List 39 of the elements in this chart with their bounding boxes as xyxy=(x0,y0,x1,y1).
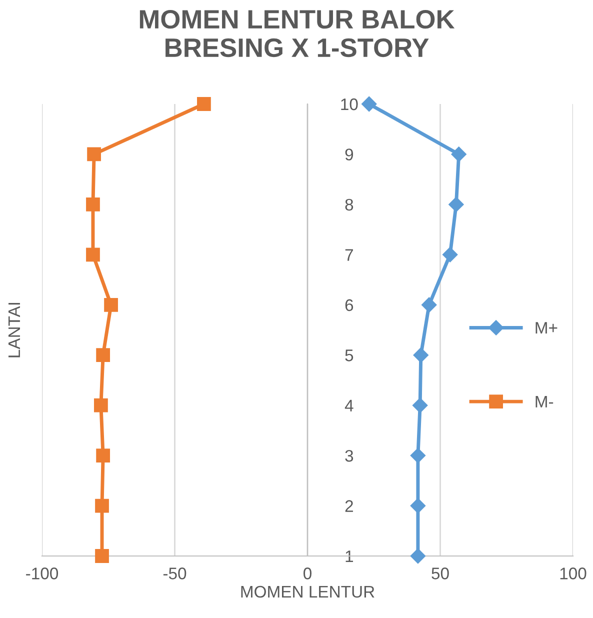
point xyxy=(410,498,426,514)
y-tick-label: 6 xyxy=(345,299,354,312)
x-tick-label: -100 xyxy=(26,568,58,580)
point xyxy=(410,548,426,564)
y-tick-label: 3 xyxy=(345,450,354,462)
point xyxy=(94,398,108,412)
y-tick-label: 8 xyxy=(345,198,354,211)
point xyxy=(442,247,458,262)
point xyxy=(86,198,100,212)
point xyxy=(362,96,377,112)
point xyxy=(422,297,437,312)
y-axis-title: LANTAI xyxy=(8,302,20,358)
point xyxy=(95,498,109,513)
point xyxy=(451,146,466,162)
point xyxy=(86,248,100,262)
point xyxy=(96,448,110,462)
point xyxy=(95,549,109,563)
point xyxy=(96,348,110,362)
y-tick-label: 7 xyxy=(345,249,353,261)
point xyxy=(410,448,426,464)
x-tick-label: -50 xyxy=(163,568,186,580)
legend-label: M+ xyxy=(536,322,558,334)
y-tick-label: 9 xyxy=(345,148,354,160)
legend-label: M- xyxy=(536,396,554,408)
point xyxy=(413,348,428,363)
point xyxy=(448,196,464,212)
y-tick-label: 5 xyxy=(345,350,354,362)
x-axis-title: MOMEN LENTUR xyxy=(241,586,374,598)
point xyxy=(87,147,101,162)
x-tick-label: 100 xyxy=(560,568,586,580)
y-tick-label: 10 xyxy=(341,98,358,110)
x-tick-label: 0 xyxy=(304,568,312,580)
y-tick-label: 4 xyxy=(344,400,354,412)
point xyxy=(412,398,428,413)
point xyxy=(104,298,118,312)
y-tick-label: 2 xyxy=(345,500,353,512)
x-tick-label: 50 xyxy=(432,568,449,580)
chart-title: MOMEN LENTUR BALOK BRESING X 1-STORY xyxy=(140,10,455,58)
point xyxy=(197,97,211,111)
